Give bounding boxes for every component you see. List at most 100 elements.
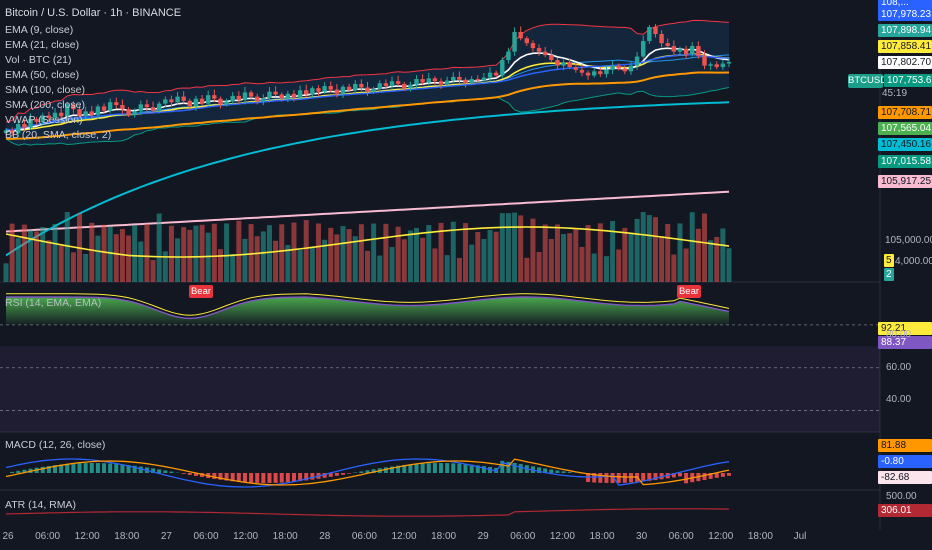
candle-body <box>420 79 425 83</box>
time-axis-label: 12:00 <box>549 531 575 542</box>
candle-body <box>83 111 88 117</box>
indicator-legend-item[interactable]: EMA (21, close) <box>5 39 80 51</box>
candle-body <box>291 93 297 98</box>
macd-histogram-bar <box>647 473 652 481</box>
candle-body <box>481 77 487 81</box>
volume-bar <box>205 232 211 282</box>
macd-histogram-bar <box>132 465 137 473</box>
candle-body <box>144 104 150 108</box>
candle-body <box>316 88 321 92</box>
volume-bar <box>444 255 450 282</box>
indicator-legend-item[interactable]: SMA (100, close) <box>5 84 85 96</box>
macd-histogram-bar <box>16 470 21 473</box>
candle-body <box>677 48 683 52</box>
candle-body <box>414 79 419 85</box>
macd-histogram-bar <box>445 463 450 473</box>
indicator-legend-item[interactable]: VWAP (Session) <box>5 114 83 126</box>
candle-body <box>224 101 229 105</box>
volume-bar <box>450 221 456 282</box>
macd-histogram-bar <box>383 467 388 473</box>
macd-histogram-bar <box>267 473 272 483</box>
candle-body <box>726 61 732 64</box>
candle-body <box>230 95 235 102</box>
macd-histogram-bar <box>40 466 45 473</box>
bollinger-lower <box>5 86 730 146</box>
volume-bar <box>561 234 567 282</box>
rsi-line <box>6 296 730 320</box>
candle-body <box>261 98 266 102</box>
candle-body <box>65 104 70 117</box>
candle-body <box>365 87 370 92</box>
time-axis-label: 18:00 <box>114 531 140 542</box>
volume-bar <box>407 230 413 282</box>
candle-body <box>199 98 205 104</box>
candle-body <box>683 48 689 55</box>
indicator-legend-item[interactable]: Vol · BTC (21) <box>5 54 72 66</box>
volume-bar <box>150 260 156 282</box>
volume-bar <box>58 245 64 282</box>
indicator-legend-item[interactable]: SMA (200, close) <box>5 99 85 111</box>
time-axis-label: 29 <box>477 531 489 542</box>
macd-histogram-bar <box>291 473 296 482</box>
volume-bar <box>677 223 683 282</box>
sma100-line <box>5 101 730 257</box>
time-axis-label: 12:00 <box>391 531 417 542</box>
candle-body <box>585 72 591 76</box>
candle-body <box>493 72 499 76</box>
indicator-legend-item[interactable]: BB (20, SMA, close, 2) <box>5 129 112 141</box>
candle-body <box>353 83 358 91</box>
volume-bar <box>554 224 560 282</box>
macd-histogram-bar <box>151 468 156 473</box>
candle-body <box>114 102 119 106</box>
volume-bar <box>456 257 462 282</box>
macd-histogram-bar <box>720 473 725 477</box>
macd-histogram-bar <box>46 465 51 473</box>
candle-body <box>500 60 505 76</box>
macd-histogram-bar <box>677 473 682 477</box>
macd-histogram-bar <box>279 473 284 483</box>
candle-body <box>438 81 444 85</box>
candle-body <box>530 43 536 49</box>
candle-body <box>592 71 597 76</box>
candle-body <box>107 102 113 111</box>
macd-histogram-bar <box>59 464 64 473</box>
volume-bar <box>395 226 401 282</box>
macd-histogram-bar <box>592 473 597 483</box>
candle-body <box>610 65 615 70</box>
candle-body <box>714 64 719 68</box>
indicator-legend-item[interactable]: EMA (50, close) <box>5 69 80 81</box>
candle-body <box>518 31 523 39</box>
candle-body <box>71 104 76 110</box>
indicator-legend-item[interactable]: EMA (9, close) <box>5 24 74 36</box>
volume-bar <box>652 217 658 282</box>
volume-bar <box>665 224 671 282</box>
macd-label: MACD (12, 26, close) <box>5 439 106 451</box>
candle-body <box>16 124 21 134</box>
atr-level: 500.00 <box>886 491 917 502</box>
candle-body <box>475 79 480 81</box>
volume-bar <box>603 256 609 282</box>
candle-body <box>205 95 211 104</box>
volume-bar <box>524 257 530 282</box>
macd-signal-line <box>5 458 730 486</box>
price-axis-partial-label: 4,000.00 <box>895 256 932 267</box>
macd-line-tag: -0.80 <box>878 455 932 468</box>
candle-body <box>297 90 303 98</box>
volume-bar <box>518 215 524 282</box>
candle-body <box>690 46 695 55</box>
volume-bar <box>726 248 732 282</box>
time-axis-label: 28 <box>319 531 331 542</box>
volume-bar <box>487 229 493 282</box>
rsi-ma-line <box>6 293 730 316</box>
macd-histogram-bar <box>708 473 713 479</box>
macd-histogram-bar <box>616 473 621 483</box>
volume-bar <box>322 239 328 282</box>
candle-body <box>175 96 180 103</box>
macd-histogram-bar <box>71 463 76 473</box>
volume-bar <box>481 239 487 282</box>
volume-bar <box>493 231 499 282</box>
macd-histogram-bar <box>53 465 58 473</box>
volume-bar <box>659 236 665 282</box>
candle-body <box>549 55 554 61</box>
